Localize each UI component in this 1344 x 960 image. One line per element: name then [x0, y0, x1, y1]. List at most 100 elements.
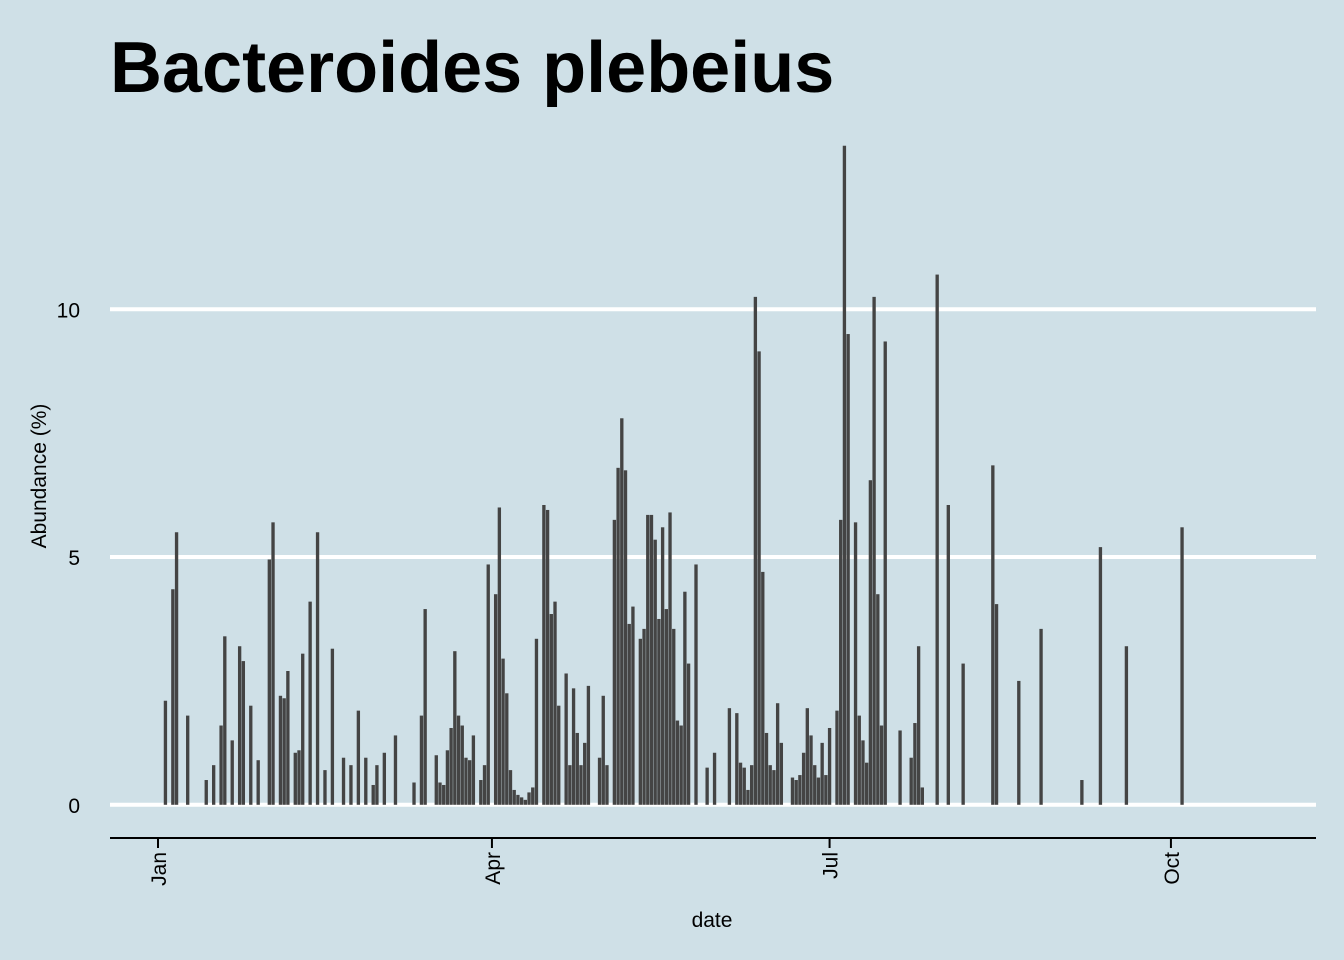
bar	[735, 713, 739, 805]
bar	[286, 671, 290, 805]
bar	[579, 765, 583, 805]
bar	[961, 663, 965, 805]
bar	[445, 750, 450, 805]
bar	[879, 725, 884, 805]
bar	[627, 623, 631, 805]
bar	[393, 735, 398, 805]
bar	[813, 765, 817, 805]
bar	[453, 651, 457, 805]
bar	[694, 564, 698, 805]
x-tick-label: Apr	[482, 852, 505, 885]
bar	[620, 418, 624, 805]
bar	[827, 727, 832, 805]
bar	[683, 591, 687, 805]
bar	[308, 601, 312, 805]
bar	[746, 789, 750, 805]
bar	[493, 594, 498, 805]
bar	[315, 532, 320, 805]
bar	[861, 740, 865, 805]
bar	[872, 296, 876, 805]
bar	[646, 514, 650, 805]
bar	[846, 334, 850, 805]
bar	[631, 606, 635, 805]
bar	[419, 715, 424, 805]
bar	[341, 757, 346, 805]
bar	[219, 725, 223, 805]
bar	[764, 732, 769, 805]
bar	[772, 770, 776, 805]
bar	[753, 296, 758, 805]
bar	[768, 765, 772, 805]
bar	[163, 700, 168, 805]
bar	[991, 465, 995, 805]
x-tick-label: Jul	[820, 852, 843, 879]
bar	[623, 470, 628, 805]
bar	[545, 509, 550, 805]
bar	[501, 658, 505, 805]
bar	[586, 685, 591, 805]
bar	[853, 522, 858, 805]
bar	[527, 792, 531, 805]
bar	[568, 765, 572, 805]
bar	[842, 145, 847, 805]
bar	[605, 765, 609, 805]
x-axis-label: date	[692, 909, 733, 932]
bar	[267, 559, 271, 805]
bar	[738, 762, 743, 805]
bar	[174, 532, 179, 805]
bar	[664, 609, 668, 805]
bar	[876, 594, 880, 805]
bar	[575, 732, 579, 805]
bar	[657, 618, 661, 805]
bar	[364, 757, 368, 805]
bar	[468, 760, 472, 805]
bar	[330, 648, 335, 805]
y-axis-label: Abundance (%)	[28, 404, 51, 549]
bar	[1017, 680, 1021, 805]
bar	[323, 770, 327, 805]
y-tick-label: 0	[68, 795, 80, 818]
bar	[512, 789, 516, 805]
bar	[757, 351, 761, 805]
bar	[241, 661, 246, 805]
bar	[883, 341, 887, 805]
bar	[816, 777, 821, 805]
bar	[449, 727, 453, 805]
bar	[1039, 628, 1043, 805]
bar	[249, 705, 253, 805]
bar	[660, 527, 665, 805]
bar	[642, 628, 646, 805]
bar	[438, 782, 442, 805]
bar	[742, 767, 746, 805]
bar	[186, 715, 190, 805]
bar	[382, 752, 387, 805]
bar	[542, 504, 546, 805]
bar	[223, 636, 227, 805]
bar	[612, 519, 617, 805]
bar	[371, 784, 375, 805]
bar	[839, 519, 843, 805]
bar	[805, 708, 809, 805]
bar	[672, 628, 676, 805]
bar	[297, 750, 301, 805]
bar	[271, 522, 275, 805]
bar	[994, 604, 999, 805]
bar	[583, 742, 587, 805]
bar	[686, 663, 691, 805]
bar	[523, 799, 528, 805]
bar	[653, 539, 657, 805]
bar	[898, 730, 902, 805]
bar	[779, 742, 784, 805]
bar	[668, 512, 672, 805]
bar	[649, 514, 654, 805]
bar	[456, 715, 461, 805]
bar	[597, 757, 602, 805]
bar	[571, 688, 576, 805]
bar	[705, 767, 709, 805]
bar	[434, 755, 438, 805]
bar	[857, 715, 861, 805]
bar	[946, 504, 950, 805]
bar	[601, 695, 605, 805]
